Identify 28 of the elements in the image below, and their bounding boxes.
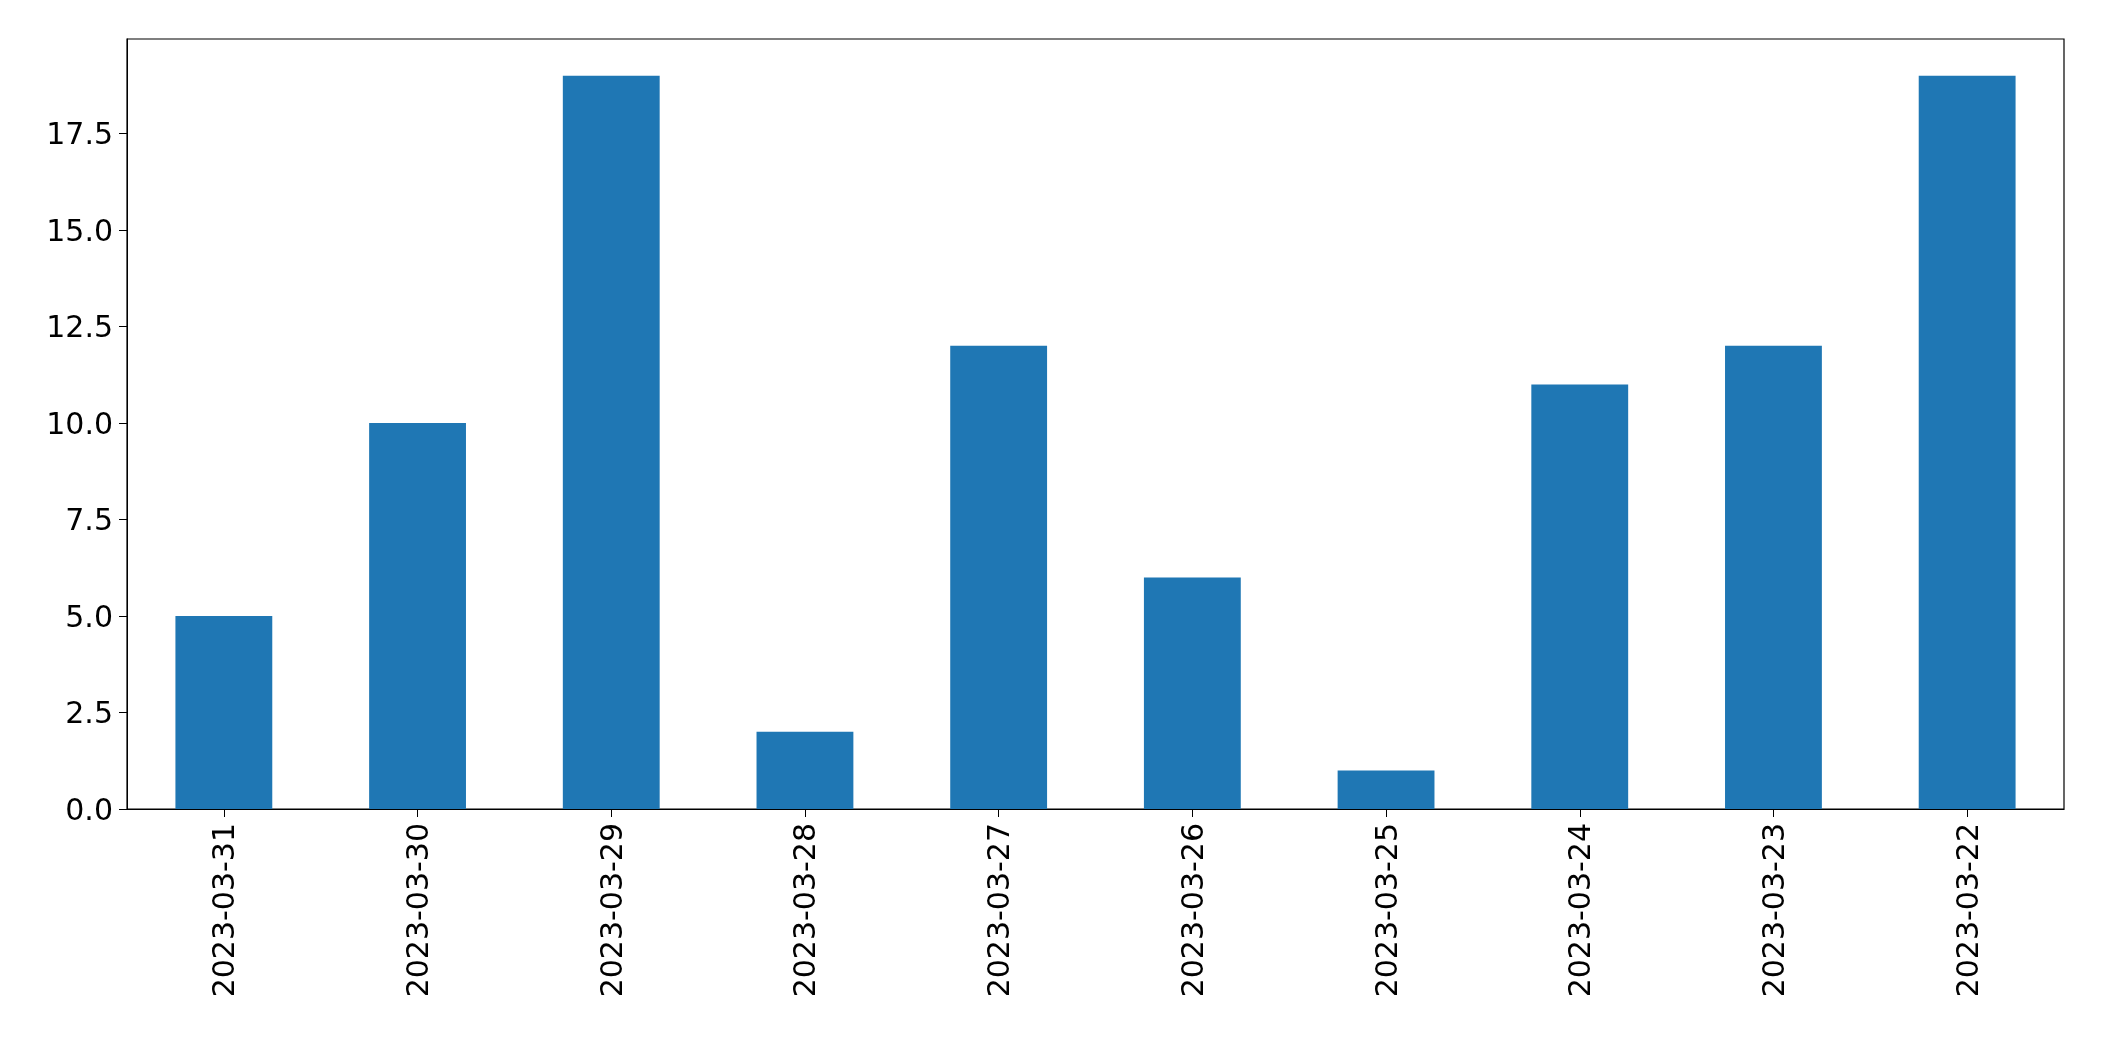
x-tick-label: 2023-03-24 [1562, 823, 1598, 998]
bar [1725, 345, 1822, 809]
x-tick-label: 2023-03-30 [400, 823, 436, 998]
bar [1337, 770, 1435, 809]
bar [1918, 75, 2016, 809]
y-tick-label: 7.5 [65, 502, 113, 538]
x-tick-label: 2023-03-26 [1174, 823, 1210, 998]
bar [369, 423, 466, 809]
bar [1531, 384, 1629, 809]
bar [950, 345, 1048, 809]
y-tick-label: 15.0 [46, 212, 113, 248]
y-tick-label: 0.0 [65, 791, 113, 827]
y-tick-label: 2.5 [65, 695, 113, 731]
x-tick-label: 2023-03-31 [206, 823, 242, 998]
bar [1143, 577, 1241, 809]
x-tick-label: 2023-03-23 [1755, 823, 1791, 998]
bar [756, 731, 854, 809]
x-tick-label: 2023-03-22 [1949, 823, 1985, 998]
y-tick-label: 5.0 [65, 598, 113, 634]
bar [175, 616, 273, 809]
y-tick-label: 12.5 [46, 309, 113, 345]
x-tick-label: 2023-03-27 [981, 823, 1017, 998]
y-tick-label: 10.0 [46, 405, 113, 441]
bar [562, 75, 660, 809]
x-tick-label: 2023-03-29 [593, 823, 629, 998]
x-tick-label: 2023-03-25 [1368, 823, 1404, 998]
x-tick-label: 2023-03-28 [787, 823, 823, 998]
y-tick-label: 17.5 [46, 116, 113, 152]
